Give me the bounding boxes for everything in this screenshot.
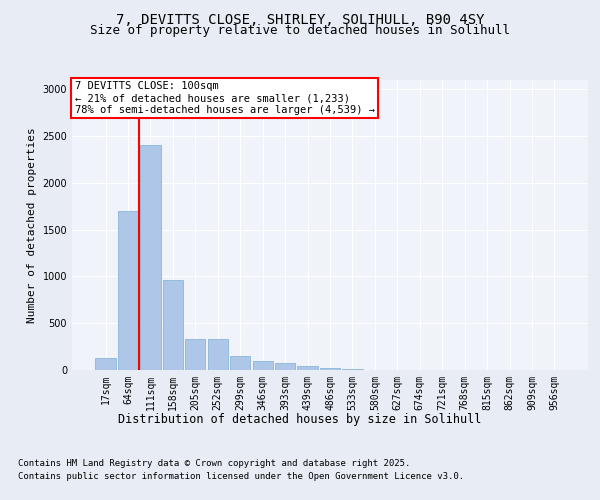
Text: 7 DEVITTS CLOSE: 100sqm
← 21% of detached houses are smaller (1,233)
78% of semi: 7 DEVITTS CLOSE: 100sqm ← 21% of detache… [74, 82, 374, 114]
Bar [95, 358, 116, 370]
Bar [343, 369, 362, 370]
Bar [320, 368, 340, 370]
Bar [230, 356, 250, 370]
Bar [140, 146, 161, 370]
Bar [208, 339, 228, 370]
Y-axis label: Number of detached properties: Number of detached properties [27, 127, 37, 323]
Text: Size of property relative to detached houses in Solihull: Size of property relative to detached ho… [90, 24, 510, 37]
Bar [253, 360, 273, 370]
Bar [275, 363, 295, 370]
Bar [185, 339, 205, 370]
Text: 7, DEVITTS CLOSE, SHIRLEY, SOLIHULL, B90 4SY: 7, DEVITTS CLOSE, SHIRLEY, SOLIHULL, B90… [116, 12, 484, 26]
Bar [298, 366, 317, 370]
Text: Contains public sector information licensed under the Open Government Licence v3: Contains public sector information licen… [18, 472, 464, 481]
Bar [163, 280, 183, 370]
Text: Distribution of detached houses by size in Solihull: Distribution of detached houses by size … [118, 412, 482, 426]
Text: Contains HM Land Registry data © Crown copyright and database right 2025.: Contains HM Land Registry data © Crown c… [18, 458, 410, 468]
Bar [118, 211, 138, 370]
